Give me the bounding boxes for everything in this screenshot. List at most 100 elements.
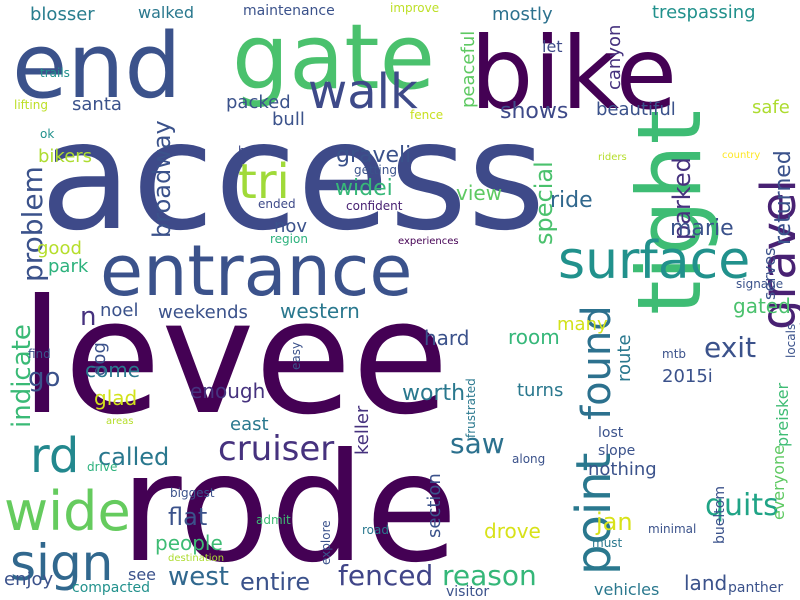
word-western: western <box>280 299 360 323</box>
word-lost: lost <box>598 425 624 441</box>
word-locals: locals <box>784 324 798 358</box>
word-people: people <box>155 531 223 555</box>
word-along: along <box>512 452 545 466</box>
word-mostly: mostly <box>492 4 553 25</box>
word-land: land <box>684 571 727 595</box>
word-n: n <box>80 302 96 332</box>
word-bueltom: bueltom <box>712 486 728 544</box>
word-enjoy: enjoy <box>4 569 53 590</box>
word-mtb: mtb <box>662 347 686 361</box>
word-point: point <box>566 453 622 575</box>
word-areas: areas <box>106 416 134 427</box>
word-fenced: fenced <box>338 559 433 592</box>
word-found: found <box>574 305 620 420</box>
word-saw: saw <box>450 427 505 460</box>
word-sign: sign <box>10 534 113 592</box>
word-heads: heads <box>238 144 274 158</box>
word-getting: getting <box>354 163 397 177</box>
word-rd: rd <box>30 428 79 484</box>
word-easy: easy <box>289 342 303 370</box>
word-enough: enough <box>190 379 265 403</box>
word-called: called <box>98 443 169 471</box>
word-confident: confident <box>346 199 403 213</box>
word-nov: nov <box>274 216 307 237</box>
word-drove: drove <box>484 519 541 543</box>
word-good: good <box>37 238 82 259</box>
word-serves: serves <box>760 248 779 300</box>
word-let: let <box>542 37 563 56</box>
word-maintenance: maintenance <box>243 3 335 19</box>
word-lifting: lifting <box>14 98 48 112</box>
word-biggest: biggest <box>170 486 215 500</box>
word-broadway: broadway <box>148 120 176 238</box>
word-signage: signage <box>736 277 783 291</box>
word-keller: keller <box>352 405 373 455</box>
word-levee: levee <box>20 266 449 450</box>
word-compacted: compacted <box>72 580 150 596</box>
word-fence: fence <box>410 108 443 122</box>
word-see: see <box>128 565 156 584</box>
word-surface: surface <box>558 231 750 291</box>
word-region: region <box>270 232 308 246</box>
word-quits: quits <box>705 488 779 523</box>
word-noel: noel <box>100 300 139 321</box>
word-preisker: preisker <box>773 382 792 447</box>
word-problem: problem <box>16 166 49 282</box>
word-beautiful: beautiful <box>596 99 676 120</box>
word-vehicles: vehicles <box>594 580 659 599</box>
word-panther: panther <box>728 580 783 596</box>
word-santa: santa <box>72 94 122 115</box>
word-entire: entire <box>240 568 310 596</box>
word-worth: worth <box>402 381 465 406</box>
word-east: east <box>230 414 269 435</box>
word-park: park <box>48 256 89 277</box>
word-gated: gated <box>733 294 791 318</box>
word-end: end <box>12 14 182 119</box>
word-gravel: gravel <box>751 179 800 330</box>
word-2015i: 2015i <box>662 366 713 387</box>
word-go: go <box>28 363 60 393</box>
word-glad: glad <box>94 386 137 410</box>
word-ride: ride <box>550 188 593 213</box>
word-room: room <box>508 325 560 349</box>
word-jan: jan <box>595 508 633 536</box>
word-rode: rode <box>120 422 458 596</box>
word-destination: destination <box>168 553 224 564</box>
word-bull: bull <box>272 109 305 130</box>
word-admit: admit <box>256 513 291 527</box>
word-view: view <box>456 181 502 205</box>
word-returned: returned <box>771 150 796 245</box>
word-tri: tri <box>238 154 290 210</box>
word-hard: hard <box>424 326 470 350</box>
word-bike: bike <box>470 15 677 132</box>
word-weekends: weekends <box>158 302 248 323</box>
word-walk: walk <box>308 64 418 120</box>
word-turns: turns <box>517 380 563 401</box>
word-cruiser: cruiser <box>218 429 334 469</box>
word-improve: improve <box>390 1 439 15</box>
word-experiences: experiences <box>398 236 459 247</box>
word-drive: drive <box>87 460 117 474</box>
word-parked: parked <box>668 157 696 240</box>
word-blosser: blosser <box>30 4 95 25</box>
word-wide: wide <box>4 480 131 543</box>
word-marie: marie <box>670 216 734 241</box>
word-riders: riders <box>598 152 627 163</box>
word-exit: exit <box>704 331 756 364</box>
word-country: country <box>722 150 760 161</box>
word-ended: ended <box>258 197 296 211</box>
word-trespassing: trespassing <box>652 2 756 23</box>
word-widei: widei <box>335 176 393 201</box>
word-canyon: canyon <box>604 25 625 90</box>
word-west: west <box>168 562 229 592</box>
word-section: section <box>424 473 445 538</box>
word-explore: explore <box>319 520 333 565</box>
word-special: special <box>530 161 558 245</box>
word-graveli: graveli <box>336 143 411 168</box>
word-entrance: entrance <box>100 230 412 312</box>
word-trails: trails <box>40 66 70 80</box>
word-safe: safe <box>752 97 790 118</box>
word-frustrated: frustrated <box>464 378 478 438</box>
